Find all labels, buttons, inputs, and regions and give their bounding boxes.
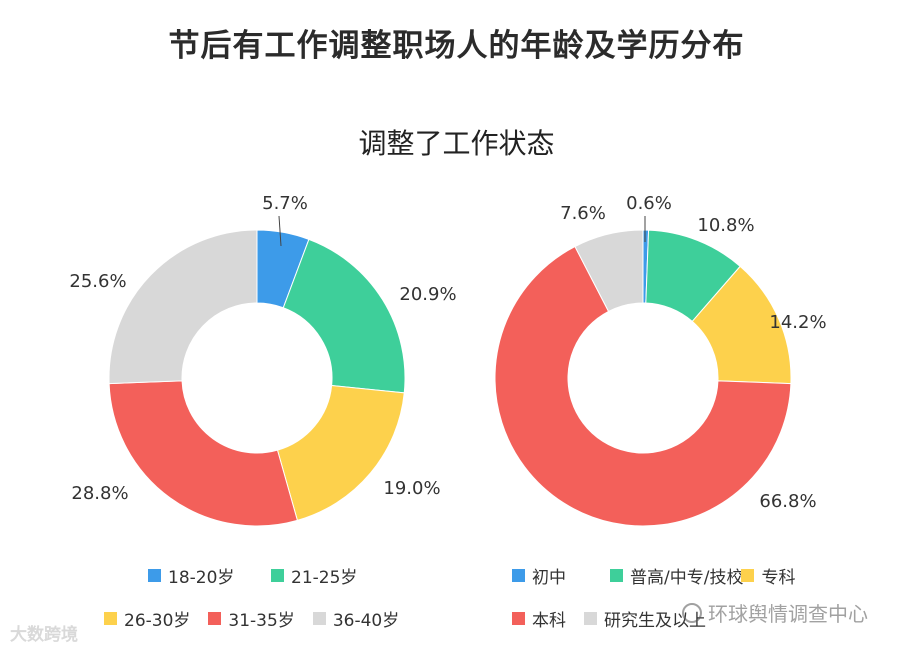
- legend-swatch: [512, 569, 525, 582]
- data-label-3: 19.0%: [383, 478, 440, 499]
- legend-label: 18-20岁: [168, 568, 235, 588]
- age-legend: 18-20岁 21-25岁 26-30岁 31-35岁 36-40岁: [104, 563, 438, 631]
- legend-item-21-25[interactable]: 21-25岁: [271, 563, 381, 588]
- leader-line-1: [278, 215, 282, 247]
- legend-label: 研究生及以上: [604, 611, 706, 631]
- donut-slice-2[interactable]: [282, 238, 406, 394]
- legend-label: 21-25岁: [291, 568, 358, 588]
- chart-subtitle: 调整了工作状态: [358, 127, 555, 160]
- legend-label: 36-40岁: [332, 611, 400, 631]
- legend-swatch: [512, 612, 525, 625]
- donut-slice-4[interactable]: [494, 245, 792, 527]
- legend-swatch: [741, 569, 755, 582]
- legend-swatch: [208, 612, 222, 625]
- legend-item-college[interactable]: 专科: [741, 563, 795, 588]
- education-donut-chart: 0.6% 10.8% 14.2% 66.8% 7.6%: [494, 193, 827, 527]
- donut-slice-5[interactable]: [108, 229, 258, 385]
- legend-item-high-school[interactable]: 普高/中专/技校: [610, 563, 743, 588]
- data-label-3: 14.2%: [769, 312, 826, 333]
- legend-swatch: [148, 569, 161, 582]
- legend-swatch: [610, 569, 623, 582]
- watermark-right: 环球舆情调查中心: [682, 598, 868, 627]
- watermark-icon: [682, 602, 702, 623]
- page-title: 节后有工作调整职场人的年龄及学历分布: [168, 28, 745, 64]
- legend-item-postgrad[interactable]: 研究生及以上: [584, 606, 706, 631]
- donut-slice-5[interactable]: [574, 229, 644, 313]
- legend-label: 31-35岁: [228, 611, 295, 631]
- legend-item-bachelor[interactable]: 本科: [512, 606, 566, 631]
- legend-swatch: [584, 612, 597, 625]
- legend-label: 本科: [532, 611, 566, 631]
- education-legend: 初中 普高/中专/技校 专科 本科 研究生及以上: [512, 563, 812, 631]
- data-label-4: 28.8%: [71, 483, 128, 504]
- legend-item-junior-high[interactable]: 初中: [512, 563, 592, 588]
- data-label-1: 5.7%: [262, 193, 308, 214]
- legend-label: 专科: [761, 568, 796, 588]
- legend-label: 初中: [532, 568, 566, 588]
- legend-label: 26-30岁: [124, 611, 191, 631]
- legend-label: 普高/中专/技校: [630, 568, 744, 588]
- legend-item-18-20[interactable]: 18-20岁: [148, 563, 253, 588]
- data-label-5: 25.6%: [69, 271, 126, 292]
- watermark-right-text: 环球舆情调查中心: [708, 602, 868, 626]
- data-label-2: 20.9%: [399, 284, 456, 305]
- legend-item-36-40[interactable]: 36-40岁: [312, 606, 400, 631]
- donut-slice-4[interactable]: [108, 380, 299, 527]
- legend-item-26-30[interactable]: 26-30岁: [104, 606, 190, 631]
- age-donut-chart: 5.7% 20.9% 19.0% 28.8% 25.6%: [69, 193, 457, 527]
- data-label-5: 7.6%: [560, 203, 606, 224]
- data-label-2: 10.8%: [697, 215, 754, 236]
- legend-swatch: [271, 569, 284, 582]
- watermark-left: 大数跨境: [10, 625, 78, 645]
- data-label-1: 0.6%: [626, 193, 672, 214]
- legend-item-31-35[interactable]: 31-35岁: [208, 606, 295, 631]
- legend-swatch: [104, 612, 117, 625]
- data-label-4: 66.8%: [759, 491, 816, 512]
- legend-swatch: [312, 612, 326, 625]
- donut-slice-3[interactable]: [276, 384, 405, 521]
